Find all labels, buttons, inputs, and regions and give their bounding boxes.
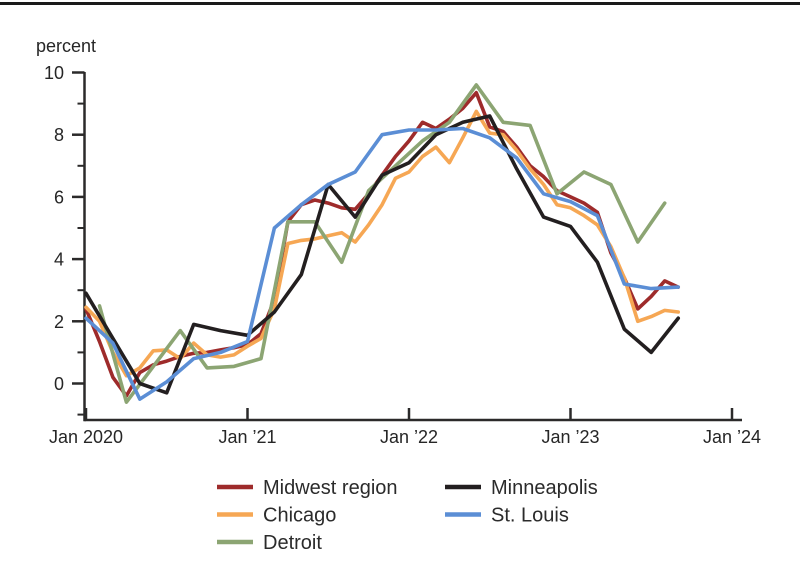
- legend-label-minneapolis: Minneapolis: [491, 477, 598, 499]
- legend-label-chicago: Chicago: [263, 505, 336, 527]
- x-tick-label: Jan ’22: [380, 427, 438, 447]
- series-line-st-louis: [84, 126, 681, 401]
- y-axis-unit-label: percent: [36, 36, 97, 56]
- top-rule: [0, 2, 800, 5]
- x-tick-label: Jan ’23: [541, 427, 599, 447]
- series-line-midwest-region: [84, 90, 681, 398]
- series-line-chicago: [84, 109, 681, 378]
- x-tick-label: Jan 2020: [49, 427, 123, 447]
- y-tick-label: 10: [44, 63, 64, 83]
- legend-label-midwest-region: Midwest region: [263, 477, 398, 499]
- legend-label-st-louis: St. Louis: [491, 505, 569, 527]
- y-tick-label: 8: [54, 125, 64, 145]
- y-tick-label: 6: [54, 187, 64, 207]
- legend-label-detroit: Detroit: [263, 532, 322, 554]
- y-tick-label: 0: [54, 374, 64, 394]
- x-tick-label: Jan ’21: [218, 427, 276, 447]
- y-tick-label: 4: [54, 250, 64, 270]
- x-tick-label: Jan ’24: [703, 427, 761, 447]
- series-line-minneapolis: [84, 114, 681, 395]
- y-tick-label: 2: [54, 312, 64, 332]
